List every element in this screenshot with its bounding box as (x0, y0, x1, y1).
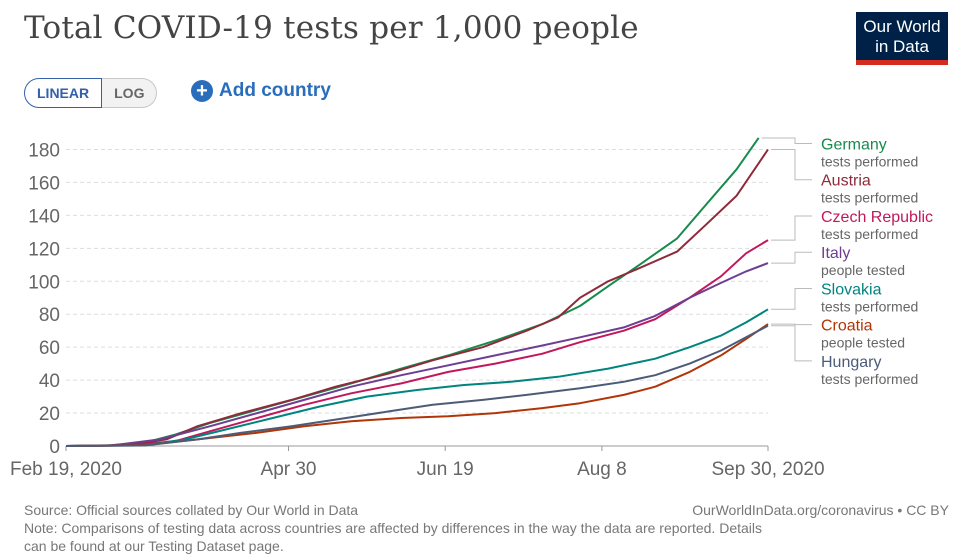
logo-line-2: in Data (875, 37, 929, 56)
add-country-label: Add country (219, 80, 331, 101)
legend-connector (771, 325, 812, 362)
legend-connector (771, 287, 812, 310)
legend-connector (771, 251, 812, 264)
legend-subtitle: tests performed (821, 298, 918, 314)
legend-name: Czech Republic (821, 209, 933, 226)
note-line-2: can be found at our Testing Dataset page… (24, 538, 284, 554)
series-line-germany (65, 137, 760, 447)
series-line-czech-republic (65, 239, 769, 447)
scale-toggle: LINEAR LOG (24, 78, 158, 108)
credit-link[interactable]: OurWorldInData.org/coronavirus • CC BY (692, 502, 949, 518)
series-line-croatia (65, 323, 769, 447)
legend-connector (771, 148, 812, 181)
y-tick-label: 40 (39, 371, 60, 392)
legend-connector (771, 323, 812, 326)
y-tick-label: 140 (28, 206, 60, 227)
x-tick-label: Jun 19 (417, 459, 474, 480)
chart-title: Total COVID-19 tests per 1,000 people (24, 10, 639, 46)
logo-line-1: Our World (863, 17, 941, 36)
linear-button[interactable]: LINEAR (24, 78, 103, 108)
y-tick-label: 160 (28, 173, 60, 194)
owid-logo[interactable]: Our World in Data (856, 12, 948, 65)
x-tick-label: Aug 8 (577, 459, 627, 480)
note-line-1: Note: Comparisons of testing data across… (24, 520, 763, 536)
plus-circle-icon: + (191, 80, 213, 102)
legend-subtitle: tests performed (821, 190, 918, 206)
x-tick-label: Sep 30, 2020 (711, 459, 824, 480)
log-button[interactable]: LOG (102, 78, 158, 108)
legend-name: Italy (821, 245, 850, 262)
add-country-button[interactable]: + Add country (191, 78, 331, 104)
source-text: Source: Official sources collated by Our… (24, 502, 359, 518)
legend-name: Germany (821, 136, 887, 153)
legend-subtitle: people tested (821, 335, 905, 351)
x-tick-label: Feb 19, 2020 (10, 459, 122, 480)
y-tick-label: 20 (39, 404, 60, 425)
legend-subtitle: tests performed (821, 371, 918, 387)
legend-connector (771, 215, 812, 241)
series-line-italy (65, 262, 769, 447)
y-tick-label: 180 (28, 140, 60, 161)
y-tick-label: 80 (39, 305, 60, 326)
series-line-hungary (65, 324, 769, 447)
legend-name: Croatia (821, 318, 873, 335)
legend-subtitle: tests performed (821, 226, 918, 242)
legend-name: Slovakia (821, 281, 882, 298)
series-line-slovakia (65, 308, 769, 447)
legend-subtitle: people tested (821, 262, 905, 278)
legend-name: Hungary (821, 354, 881, 371)
line-chart: 0 20 40 60 80 100 120 140 160 180 Feb 19, 2020 Apr … (10, 136, 933, 480)
legend-subtitle: tests performed (821, 153, 918, 169)
y-tick-label: 60 (39, 338, 60, 359)
footer: Source: Official sources collated by Our… (24, 501, 949, 555)
y-tick-label: 0 (49, 437, 60, 458)
x-tick-label: Apr 30 (261, 459, 317, 480)
legend-name: Austria (821, 173, 871, 190)
legend-connector (761, 137, 812, 144)
series-line-austria (65, 148, 769, 447)
y-tick-label: 100 (28, 272, 60, 293)
y-tick-label: 120 (28, 239, 60, 260)
